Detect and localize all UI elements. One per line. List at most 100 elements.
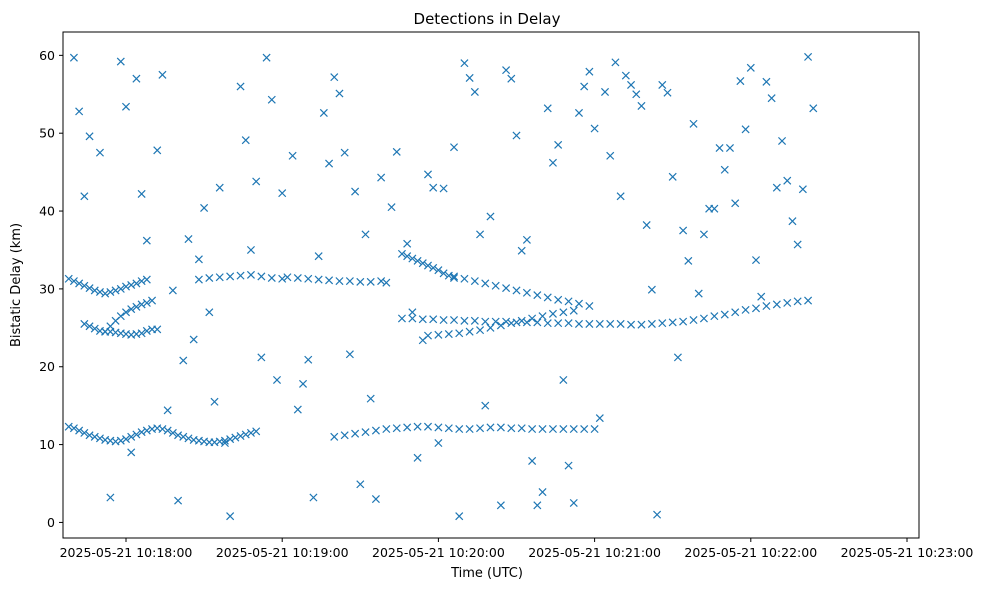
data-point [809, 104, 818, 113]
data-point [325, 276, 334, 285]
data-point [340, 431, 349, 440]
data-point [226, 272, 235, 281]
data-point [121, 435, 131, 444]
data-point [132, 279, 141, 288]
data-point [95, 434, 104, 443]
data-point [314, 275, 323, 284]
data-point [387, 203, 396, 212]
data-point [783, 176, 792, 185]
y-tick-label: 30 [39, 281, 55, 296]
data-point [299, 379, 308, 388]
data-point [85, 132, 94, 141]
data-point [658, 80, 667, 89]
data-point [616, 319, 625, 328]
data-point [80, 428, 89, 437]
data-point [783, 298, 792, 307]
data-point [793, 297, 802, 306]
data-point [491, 317, 500, 326]
data-point [397, 314, 406, 323]
data-point [142, 326, 151, 335]
data-point [121, 102, 131, 111]
data-point [522, 318, 531, 327]
data-point [580, 424, 589, 434]
data-point [361, 230, 370, 239]
data-point [741, 305, 750, 314]
data-point [392, 147, 401, 156]
data-point [142, 298, 151, 307]
data-point [418, 336, 427, 345]
data-point [543, 104, 552, 113]
data-point [194, 255, 203, 264]
data-point [559, 375, 568, 384]
data-point [543, 293, 552, 302]
data-point [632, 90, 641, 99]
data-point [226, 435, 235, 444]
data-point [512, 286, 521, 295]
data-point [564, 297, 573, 306]
data-point [132, 302, 141, 311]
data-point [741, 125, 750, 134]
data-point [449, 273, 459, 283]
data-point [757, 292, 766, 301]
data-point [548, 158, 557, 167]
data-point [798, 185, 807, 194]
data-point [496, 321, 505, 330]
data-point [163, 426, 172, 435]
data-point [616, 192, 625, 201]
data-point [476, 424, 485, 433]
data-point [345, 277, 354, 286]
y-tick-label: 10 [39, 437, 55, 452]
data-point [319, 108, 328, 117]
data-point [397, 249, 406, 258]
data-point [429, 263, 438, 272]
data-point [382, 424, 391, 434]
data-point [288, 151, 297, 160]
data-point [470, 316, 479, 325]
data-point [715, 143, 724, 153]
data-point [548, 424, 557, 434]
chart-title: Detections in Delay [414, 10, 561, 28]
data-point [325, 159, 334, 168]
data-point [512, 131, 521, 140]
data-point [590, 124, 599, 133]
data-point [444, 424, 453, 433]
y-tick-label: 40 [39, 204, 55, 219]
data-point [127, 280, 136, 290]
data-point [637, 320, 646, 329]
data-point [439, 316, 448, 325]
data-point [158, 70, 167, 79]
data-point [377, 277, 386, 286]
data-point [351, 187, 360, 196]
data-point [434, 423, 443, 432]
data-point [75, 279, 84, 288]
data-point [80, 281, 89, 290]
data-point [127, 448, 136, 457]
x-tick-label: 2025-05-21 10:18:00 [60, 545, 193, 560]
data-point [90, 324, 99, 333]
data-point [569, 424, 578, 434]
y-axis: 0 10 20 30 40 50 60 [39, 48, 63, 530]
data-point [330, 73, 339, 82]
data-point [470, 87, 479, 96]
data-point [574, 299, 584, 308]
data-point [476, 230, 485, 239]
data-point [330, 432, 339, 441]
data-point [382, 278, 391, 287]
data-point [627, 320, 636, 329]
data-point [252, 177, 261, 186]
data-point [528, 456, 537, 465]
data-point [262, 53, 271, 62]
data-point [554, 295, 563, 304]
data-point [668, 318, 677, 327]
data-point [439, 269, 448, 278]
data-point [257, 353, 266, 362]
data-point [538, 424, 547, 434]
data-point [272, 375, 282, 384]
x-axis-label: Time (UTC) [450, 566, 523, 581]
data-point [69, 424, 78, 433]
x-tick-label: 2025-05-21 10:23:00 [841, 545, 974, 560]
data-point [423, 170, 433, 179]
data-point [148, 296, 157, 305]
data-point [377, 173, 386, 182]
data-point [507, 319, 516, 328]
